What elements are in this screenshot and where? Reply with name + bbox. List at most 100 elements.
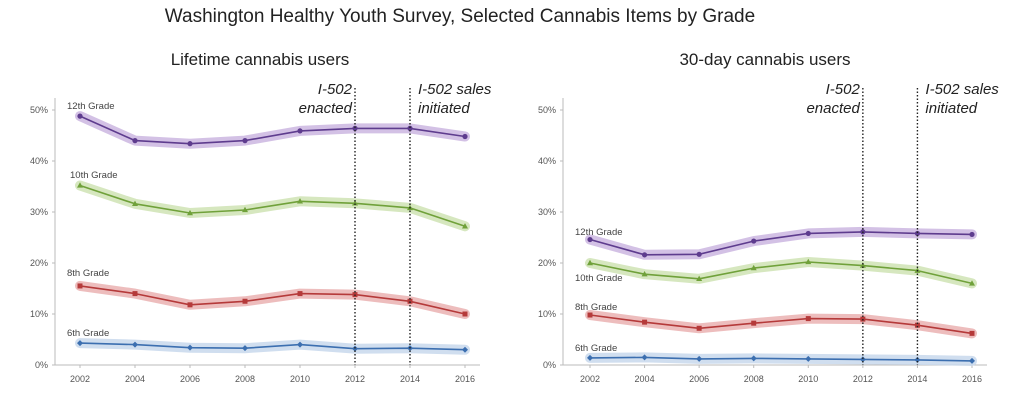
x-tick-label: 2012 — [345, 374, 365, 384]
x-tick-label: 2006 — [180, 374, 200, 384]
data-point — [242, 138, 248, 144]
data-point — [805, 355, 812, 362]
data-point — [462, 311, 468, 317]
x-tick-label: 2008 — [744, 374, 764, 384]
data-point — [641, 252, 648, 258]
data-point — [242, 206, 248, 213]
series-label-6th-grade: 6th Grade — [67, 328, 109, 339]
data-point — [751, 238, 757, 244]
x-tick-label: 2012 — [853, 374, 873, 384]
y-tick-label: 40% — [30, 156, 48, 166]
data-point — [242, 345, 248, 352]
data-point — [696, 251, 702, 257]
data-point — [132, 291, 138, 297]
data-point — [696, 275, 703, 282]
annotation-label: initiated — [418, 100, 470, 117]
data-point — [587, 259, 593, 266]
series-line-6th-grade — [589, 356, 973, 362]
x-tick-label: 2004 — [125, 374, 145, 384]
data-point — [696, 325, 702, 331]
data-point — [352, 200, 358, 206]
data-point — [407, 298, 413, 304]
data-point — [132, 341, 138, 348]
data-point — [969, 330, 975, 336]
annotation-label: initiated — [925, 100, 977, 117]
data-point — [187, 209, 193, 216]
x-tick-label: 2014 — [400, 374, 420, 384]
data-point — [587, 354, 593, 361]
series-line-12th-grade — [589, 231, 973, 256]
x-tick-label: 2010 — [798, 374, 818, 384]
y-tick-label: 50% — [538, 105, 556, 115]
data-point — [352, 125, 358, 131]
data-point — [641, 271, 648, 277]
annotation-label: I-502 — [318, 81, 353, 98]
series-line-8th-grade — [79, 285, 466, 315]
series-label-12th-grade: 12th Grade — [67, 101, 115, 112]
y-tick-label: 10% — [30, 309, 48, 319]
series-band-12th-grade — [585, 226, 977, 260]
data-point — [642, 319, 648, 325]
data-point — [969, 357, 975, 364]
annotation-label: enacted — [299, 100, 353, 117]
data-point — [297, 341, 303, 348]
series-label-12th-grade: 12th Grade — [575, 227, 623, 238]
series-line-12th-grade — [79, 115, 466, 145]
x-tick-label: 2002 — [70, 374, 90, 384]
series-label-8th-grade: 8th Grade — [67, 268, 109, 279]
x-tick-label: 2016 — [962, 374, 982, 384]
data-point — [242, 298, 248, 304]
y-tick-label: 30% — [538, 207, 556, 217]
data-point — [462, 346, 468, 353]
annotation-label: enacted — [806, 100, 860, 117]
y-tick-label: 50% — [30, 105, 48, 115]
data-point — [132, 200, 138, 207]
data-point — [187, 141, 193, 147]
x-tick-label: 2008 — [235, 374, 255, 384]
y-tick-label: 0% — [543, 360, 556, 370]
data-point — [751, 320, 757, 326]
data-point — [297, 128, 303, 134]
data-point — [187, 344, 193, 351]
chart-title-30day: 30-day cannabis users — [679, 50, 851, 69]
series-label-10th-grade: 10th Grade — [575, 273, 623, 284]
data-point — [641, 354, 648, 361]
data-point — [750, 355, 757, 362]
data-point — [297, 198, 303, 204]
main-title: Washington Healthy Youth Survey, Selecte… — [164, 6, 756, 27]
data-point — [805, 230, 811, 237]
data-point — [462, 133, 468, 140]
data-point — [187, 302, 193, 308]
data-point — [77, 283, 83, 289]
y-tick-label: 30% — [30, 207, 48, 217]
data-point — [914, 230, 921, 237]
y-tick-label: 40% — [538, 156, 556, 166]
data-point — [805, 258, 812, 265]
data-point — [587, 312, 593, 318]
series-line-10th-grade — [589, 261, 973, 285]
x-tick-label: 2004 — [635, 374, 655, 384]
data-point — [969, 231, 975, 238]
series-label-8th-grade: 8th Grade — [575, 302, 617, 313]
data-point — [859, 356, 866, 363]
series-line-8th-grade — [589, 314, 973, 335]
x-tick-label: 2002 — [580, 374, 600, 384]
chart-title-lifetime: Lifetime cannabis users — [170, 50, 350, 69]
data-point — [462, 223, 468, 229]
series-line-10th-grade — [79, 184, 466, 228]
data-point — [914, 356, 921, 363]
annotation-label: I-502 — [826, 81, 861, 98]
data-point — [77, 113, 83, 119]
y-tick-label: 0% — [35, 360, 48, 370]
y-tick-label: 10% — [538, 309, 556, 319]
data-point — [297, 291, 303, 297]
data-point — [969, 280, 975, 286]
data-point — [914, 322, 920, 328]
y-tick-label: 20% — [538, 258, 556, 268]
series-label-6th-grade: 6th Grade — [575, 343, 617, 354]
data-point — [696, 355, 703, 362]
y-tick-label: 20% — [30, 258, 48, 268]
x-tick-label: 2016 — [455, 374, 475, 384]
